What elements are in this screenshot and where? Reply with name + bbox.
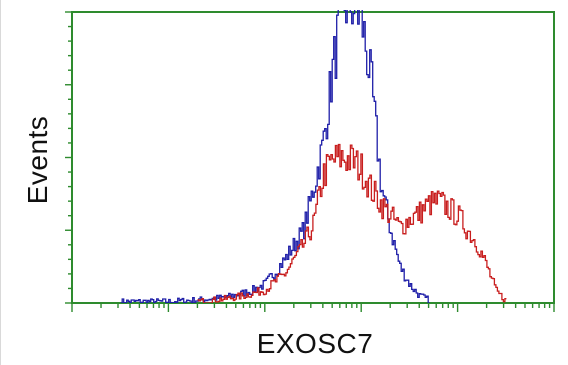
x-axis-label: EXOSC7 — [256, 328, 374, 359]
series-red-histogram — [197, 143, 507, 303]
plot-frame — [71, 11, 555, 304]
series-blue-histogram — [120, 10, 430, 303]
left-divider — [0, 0, 1, 365]
